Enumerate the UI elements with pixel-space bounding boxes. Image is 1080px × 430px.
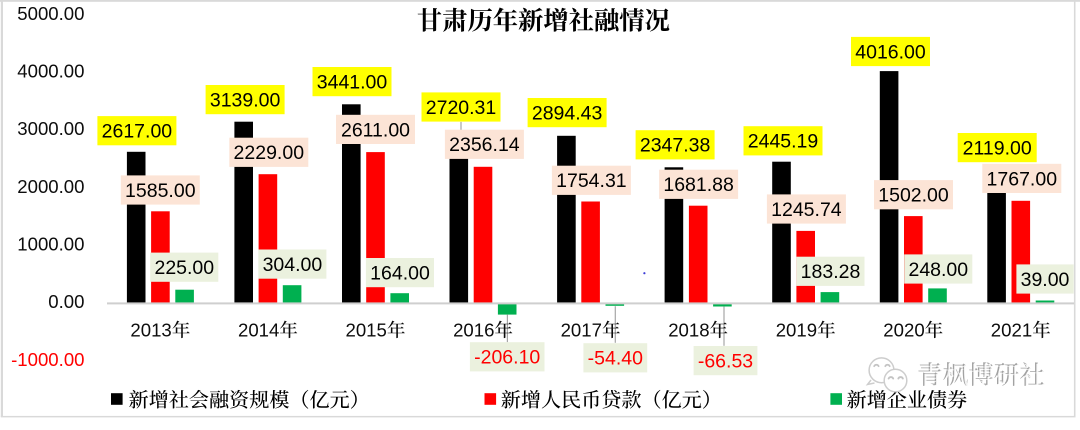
svg-text:2021: 2021 <box>991 320 1032 341</box>
svg-text:2611.00: 2611.00 <box>341 119 410 141</box>
svg-text:1754.31: 1754.31 <box>556 170 627 192</box>
svg-text:304.00: 304.00 <box>263 254 323 276</box>
svg-text:2017: 2017 <box>561 320 602 341</box>
svg-text:-66.53: -66.53 <box>698 351 753 373</box>
svg-text:4016.00: 4016.00 <box>855 41 926 63</box>
svg-text:1245.74: 1245.74 <box>771 199 842 221</box>
svg-text:2119.00: 2119.00 <box>963 138 1032 160</box>
svg-text:183.28: 183.28 <box>801 261 861 283</box>
svg-text:39.00: 39.00 <box>1021 269 1070 291</box>
svg-text:2347.38: 2347.38 <box>640 135 711 157</box>
svg-text:2894.43: 2894.43 <box>532 103 603 125</box>
svg-text:1585.00: 1585.00 <box>125 180 196 202</box>
svg-text:3139.00: 3139.00 <box>210 90 281 112</box>
svg-text:2229.00: 2229.00 <box>234 142 305 164</box>
svg-text:164.00: 164.00 <box>370 263 430 285</box>
svg-text:-1000.00: -1000.00 <box>11 349 84 370</box>
svg-text:2445.19: 2445.19 <box>748 131 819 153</box>
svg-text:1681.88: 1681.88 <box>663 174 734 196</box>
svg-text:5000.00: 5000.00 <box>17 3 84 24</box>
svg-text:2014: 2014 <box>238 320 279 341</box>
svg-text:2018: 2018 <box>668 320 709 341</box>
svg-text:2020: 2020 <box>883 320 924 341</box>
svg-text:2720.31: 2720.31 <box>426 97 497 119</box>
svg-text:-54.40: -54.40 <box>588 348 643 370</box>
svg-text:1502.00: 1502.00 <box>878 185 949 207</box>
svg-text:2000.00: 2000.00 <box>17 176 84 197</box>
svg-text:2617.00: 2617.00 <box>102 121 173 143</box>
svg-text:3441.00: 3441.00 <box>317 72 388 94</box>
svg-text:2015: 2015 <box>346 320 387 341</box>
svg-text:2019: 2019 <box>776 320 817 341</box>
svg-text:2016: 2016 <box>453 320 494 341</box>
svg-text:1000.00: 1000.00 <box>17 234 84 255</box>
svg-text:3000.00: 3000.00 <box>17 118 84 139</box>
svg-text:225.00: 225.00 <box>154 257 214 279</box>
svg-text:2356.14: 2356.14 <box>449 134 520 156</box>
svg-text:4000.00: 4000.00 <box>17 61 84 82</box>
svg-text:-206.10: -206.10 <box>474 347 540 369</box>
svg-text:1767.00: 1767.00 <box>987 168 1058 190</box>
svg-text:2013: 2013 <box>130 320 171 341</box>
svg-text:248.00: 248.00 <box>908 259 968 281</box>
svg-text:0.00: 0.00 <box>48 291 84 312</box>
